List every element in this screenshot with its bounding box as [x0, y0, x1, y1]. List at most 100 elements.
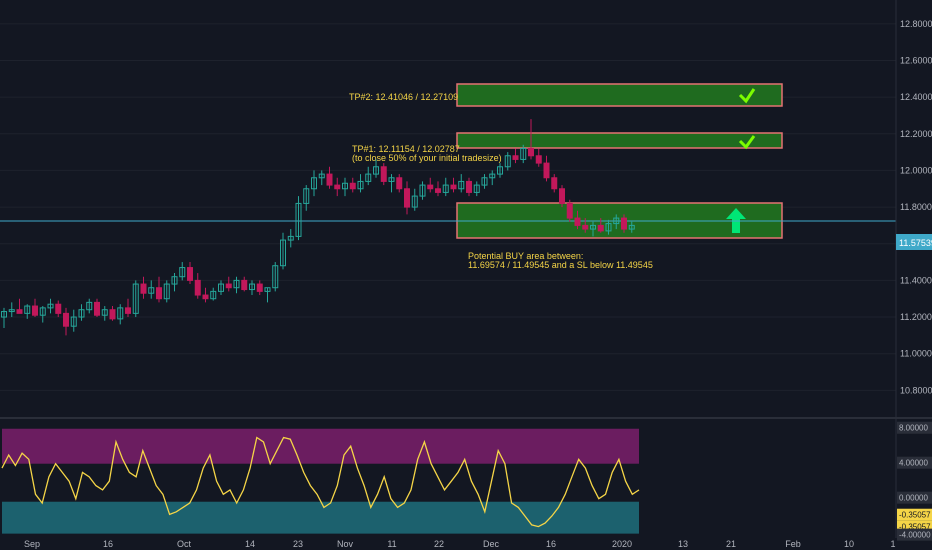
candle-body — [171, 276, 178, 285]
candle-body — [411, 195, 418, 208]
candle-body — [125, 307, 131, 314]
candle-body — [210, 290, 217, 300]
candle-body — [481, 177, 488, 186]
tp2-zone[interactable]: TP#2: 12.41046 / 12.27109 — [349, 83, 783, 107]
x-tick-label: 10 — [844, 539, 854, 549]
candle-body — [86, 301, 93, 311]
oscillator-pane — [1, 428, 640, 534]
y-tick-label: 11.20000 — [900, 312, 932, 322]
last-price-label: 11.57539 — [899, 238, 932, 248]
candle-body — [396, 177, 403, 190]
tp2-rect[interactable] — [456, 83, 783, 107]
osc-tick-badge — [897, 456, 932, 469]
candle-body — [535, 155, 542, 164]
candle-body — [24, 305, 31, 314]
candle-body — [597, 224, 604, 232]
candle-body — [287, 235, 294, 241]
buy-label: Potential BUY area between: — [468, 251, 583, 261]
x-tick-label: 23 — [293, 539, 303, 549]
candle-body — [551, 177, 558, 190]
grid — [0, 23, 896, 391]
candle-body — [466, 180, 472, 193]
candle-body — [621, 217, 627, 230]
candle-body — [326, 173, 333, 186]
y-tick-label: 12.80000 — [900, 19, 932, 29]
candle-body — [55, 303, 62, 314]
candle-body — [342, 182, 348, 190]
candle-body — [543, 162, 550, 179]
candle-body — [156, 287, 162, 300]
y-tick-label: 12.40000 — [900, 92, 932, 102]
candle-body — [349, 182, 356, 190]
candle-body — [16, 309, 23, 314]
candle-body — [117, 307, 124, 320]
candle-body — [202, 294, 209, 300]
candle-body — [163, 283, 170, 300]
candle-body — [388, 177, 395, 182]
buy-sublabel: 11.69574 / 11.49545 and a SL below 11.49… — [468, 260, 653, 270]
candle-body — [365, 173, 372, 182]
check-icon — [738, 135, 756, 150]
osc-tick-label: 0.00000 — [899, 494, 928, 503]
candle-body — [489, 173, 496, 179]
candle-body — [497, 166, 503, 175]
candle-body — [574, 217, 581, 226]
candle-body — [194, 279, 201, 296]
x-tick-label: Feb — [785, 539, 801, 549]
candle-body — [140, 283, 147, 294]
candle-body — [101, 309, 108, 316]
candle-body — [450, 184, 457, 190]
candle-body — [334, 184, 341, 190]
candle-body — [47, 303, 54, 309]
x-tick-label: 2020 — [612, 539, 632, 549]
x-tick-label: 21 — [726, 539, 736, 549]
candle-body — [39, 307, 46, 316]
tp1-rect[interactable] — [456, 132, 783, 149]
candle-body — [613, 217, 620, 225]
time-axis[interactable]: Sep 16 Oct 14 23 Nov 11 22 Dec 16 2020 13 21 Feb 10 1 — [24, 539, 896, 549]
candles — [1, 119, 635, 336]
candle-body — [63, 312, 69, 327]
osc-tick-badge — [897, 491, 932, 504]
candle-body — [70, 316, 77, 327]
candle-body — [225, 283, 232, 289]
candle-body — [94, 301, 100, 316]
candle-body — [373, 166, 379, 175]
candle-body — [357, 180, 364, 190]
osc-tick-label: 8.00000 — [899, 424, 928, 433]
candle-body — [520, 147, 527, 160]
candle-body — [605, 223, 612, 232]
candle-body — [528, 147, 534, 157]
tp2-label: TP#2: 12.41046 / 12.27109 — [349, 92, 458, 102]
candle-body — [249, 283, 255, 291]
candle-body — [218, 283, 224, 292]
tp1-zone[interactable]: TP#1: 12.11154 / 12.02787 (to close 50% … — [352, 132, 783, 163]
candle-body — [318, 173, 325, 179]
candle-body — [590, 224, 596, 230]
oscillator-band — [2, 428, 639, 464]
candle-body — [566, 202, 573, 219]
candle-body — [473, 184, 480, 193]
x-tick-label: Nov — [337, 539, 354, 549]
tp1-label: TP#1: 12.11154 / 12.02787 — [352, 144, 460, 154]
x-tick-label: Dec — [483, 539, 500, 549]
candle-body — [295, 202, 302, 237]
x-tick-label: 16 — [103, 539, 113, 549]
x-tick-label: 16 — [546, 539, 556, 549]
check-icon — [738, 88, 756, 104]
candle-body — [8, 309, 15, 313]
x-tick-label: 11 — [387, 539, 396, 549]
y-tick-label: 10.80000 — [900, 385, 932, 395]
osc-tick-label: -4.00000 — [899, 531, 931, 540]
y-tick-label: 12.20000 — [900, 129, 932, 139]
oscillator-axis[interactable]: 8.000004.000000.00000-0.35057-0.35057-4.… — [897, 421, 932, 541]
osc-tick-label: -0.35057 — [899, 523, 931, 532]
candle-body — [132, 283, 139, 314]
y-tick-label: 11.40000 — [900, 275, 932, 285]
x-tick-label: 13 — [678, 539, 688, 549]
y-tick-label: 12.60000 — [900, 55, 932, 65]
candle-body — [32, 305, 38, 316]
candle-body — [303, 188, 310, 204]
x-tick-label: 1 — [890, 539, 895, 549]
